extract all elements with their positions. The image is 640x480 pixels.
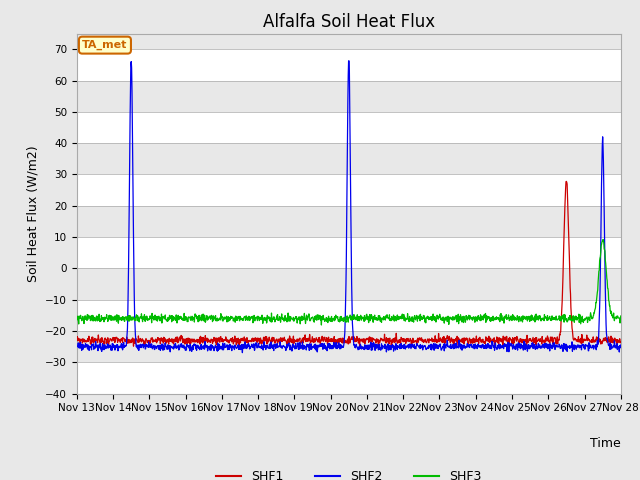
SHF2 [180, 345, 188, 351]
Title: Alfalfa Soil Heat Flux: Alfalfa Soil Heat Flux [263, 12, 435, 31]
Bar [77, 143, 621, 174]
SHF1 [617, 339, 625, 345]
SHF3 [255, 316, 262, 322]
SHF2 [194, 343, 202, 349]
Bar [77, 331, 621, 362]
Line: SHF1: SHF1 [77, 181, 621, 348]
Bar [77, 81, 621, 112]
Line: SHF3: SHF3 [77, 240, 621, 325]
SHF3 [434, 313, 442, 319]
SHF3 [73, 317, 81, 323]
SHF2 [434, 343, 442, 348]
SHF3 [194, 314, 202, 320]
SHF1 [73, 338, 81, 344]
SHF2 [345, 58, 353, 64]
SHF1 [505, 336, 513, 342]
SHF3 [553, 316, 561, 322]
Bar [77, 206, 621, 237]
SHF1 [194, 340, 202, 346]
SHF2 [505, 349, 513, 355]
Bar [77, 362, 621, 394]
SHF1 [434, 338, 442, 344]
Bar [77, 112, 621, 143]
Text: Time: Time [590, 437, 621, 450]
SHF1 [563, 179, 570, 184]
Text: TA_met: TA_met [82, 40, 127, 50]
SHF3 [617, 313, 625, 319]
Line: SHF2: SHF2 [77, 61, 621, 353]
SHF2 [73, 344, 81, 350]
SHF2 [553, 342, 561, 348]
SHF3 [317, 322, 325, 328]
SHF1 [553, 336, 561, 342]
SHF2 [255, 345, 263, 350]
SHF1 [180, 341, 188, 347]
Legend: SHF1, SHF2, SHF3: SHF1, SHF2, SHF3 [211, 465, 486, 480]
Bar [77, 268, 621, 300]
SHF2 [617, 342, 625, 348]
SHF2 [239, 350, 246, 356]
Bar [77, 300, 621, 331]
Bar [77, 174, 621, 206]
SHF1 [408, 345, 415, 350]
Bar [77, 237, 621, 268]
SHF3 [599, 237, 607, 242]
SHF3 [505, 312, 513, 318]
Bar [77, 49, 621, 81]
Y-axis label: Soil Heat Flux (W/m2): Soil Heat Flux (W/m2) [27, 145, 40, 282]
SHF1 [255, 337, 262, 343]
SHF3 [180, 316, 188, 322]
